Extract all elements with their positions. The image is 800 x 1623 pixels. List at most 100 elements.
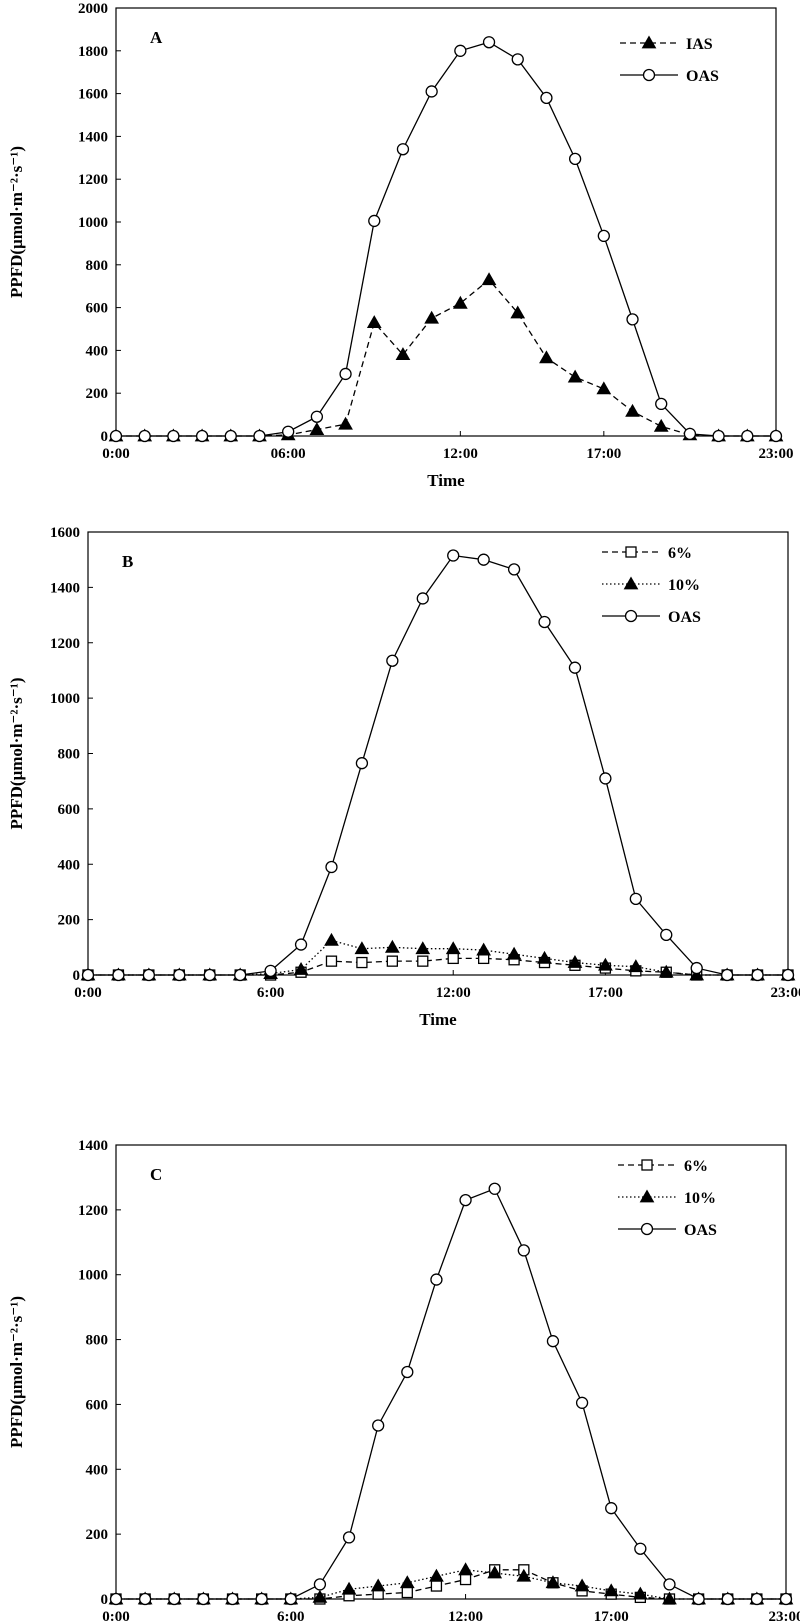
data-point — [476, 942, 492, 956]
data-point — [425, 85, 438, 98]
data-point — [325, 955, 338, 967]
data-point — [401, 1365, 414, 1379]
data-point — [396, 143, 410, 156]
y-tick-label: 400 — [86, 1462, 109, 1478]
panel-label: B — [122, 552, 133, 571]
series-line — [88, 957, 788, 976]
data-point — [341, 1581, 357, 1595]
data-point — [720, 968, 734, 982]
data-point — [769, 429, 783, 443]
series-oas — [109, 1182, 793, 1606]
data-point — [354, 941, 370, 955]
data-point — [294, 938, 308, 951]
x-tick-label: 23:00 — [759, 446, 794, 462]
x-tick-label: 06:00 — [271, 446, 306, 462]
legend-label: IAS — [686, 36, 713, 53]
data-point — [264, 964, 277, 977]
x-tick-label: 17:00 — [594, 1609, 629, 1623]
data-point — [253, 429, 266, 443]
data-point — [384, 939, 400, 953]
series-line — [116, 1569, 786, 1600]
data-point — [712, 429, 725, 443]
series-10pct — [80, 932, 796, 981]
data-point — [310, 410, 324, 423]
series-oas — [109, 36, 783, 443]
data-point — [342, 1531, 356, 1544]
data-point — [454, 44, 467, 57]
y-tick-label: 1200 — [50, 636, 80, 652]
data-point — [416, 592, 429, 605]
y-tick-label: 1200 — [78, 172, 108, 188]
legend-marker — [641, 1159, 653, 1171]
legend-entry: 6% — [618, 1158, 708, 1175]
y-axis-label: PPFD(μmol·m⁻²·s⁻¹) — [7, 146, 26, 298]
data-point — [195, 429, 209, 443]
legend-entry: 10% — [618, 1189, 716, 1207]
chart-panel-a: 0 200 400 600 800 1000 1200 1400 1600 1800 2000 0:0… — [7, 1, 794, 490]
y-tick-label: 400 — [58, 857, 81, 873]
data-point — [653, 418, 669, 432]
data-point — [355, 757, 369, 770]
data-point — [356, 956, 368, 969]
y-tick-label: 1000 — [78, 215, 108, 231]
data-point — [112, 968, 125, 982]
series-line — [116, 1569, 786, 1600]
data-point — [741, 429, 754, 443]
data-point — [284, 1592, 297, 1606]
chart-panel-c: 0 200 400 600 800 1000 1200 1400 0:00 6:00 12:00 17… — [7, 1138, 800, 1623]
data-point — [511, 53, 524, 66]
y-tick-label: 1000 — [78, 1268, 108, 1284]
data-point — [366, 315, 382, 328]
legend-label: 6% — [684, 1158, 708, 1175]
data-point — [386, 654, 399, 667]
data-point — [370, 1578, 386, 1592]
data-point — [452, 295, 468, 309]
data-point — [658, 964, 674, 978]
data-point — [203, 968, 216, 982]
panel-label: C — [150, 1165, 162, 1184]
data-point — [447, 952, 459, 965]
legend-entry: 6% — [602, 545, 692, 562]
data-point — [168, 1592, 181, 1606]
legend-entry: 10% — [602, 576, 700, 594]
chart-panel-b: 0 200 400 600 800 1000 1200 1400 1600 0:00 6:00 12:… — [7, 525, 800, 1029]
x-tick-label: 12:00 — [448, 1609, 483, 1623]
data-point — [629, 892, 642, 906]
data-point — [599, 772, 612, 785]
data-point — [568, 661, 582, 674]
data-point — [339, 367, 352, 381]
data-point — [487, 1565, 503, 1579]
data-point — [567, 369, 583, 383]
legend-marker — [642, 68, 656, 82]
y-tick-label: 0 — [101, 429, 109, 445]
data-point — [662, 1591, 677, 1605]
data-point — [605, 1502, 618, 1515]
data-point — [477, 553, 490, 566]
data-point — [167, 429, 180, 443]
legend-label: 6% — [668, 545, 692, 562]
data-point — [138, 1592, 152, 1606]
data-point — [138, 429, 151, 443]
data-point — [568, 152, 582, 166]
data-point — [109, 1592, 123, 1606]
y-axis-label: PPFD(μmol·m⁻²·s⁻¹) — [7, 677, 26, 829]
legend-entry: OAS — [618, 1222, 717, 1239]
series-line — [88, 939, 788, 976]
legend-marker — [625, 546, 637, 558]
data-point — [690, 961, 703, 975]
data-point — [109, 429, 123, 443]
series-line — [116, 278, 776, 437]
y-tick-label: 1000 — [50, 691, 80, 707]
legend-entry: OAS — [620, 68, 719, 85]
data-point — [325, 860, 338, 874]
data-point — [399, 1575, 415, 1589]
legend-marker — [639, 1189, 655, 1203]
y-tick-label: 600 — [86, 301, 109, 317]
data-point — [430, 1273, 443, 1286]
y-axis-label: PPFD(μmol·m⁻²·s⁻¹) — [7, 1296, 26, 1448]
legend-label: OAS — [668, 609, 701, 626]
data-point — [625, 403, 640, 417]
data-point — [459, 1193, 472, 1207]
data-point — [546, 1335, 560, 1348]
data-point — [634, 1542, 647, 1555]
